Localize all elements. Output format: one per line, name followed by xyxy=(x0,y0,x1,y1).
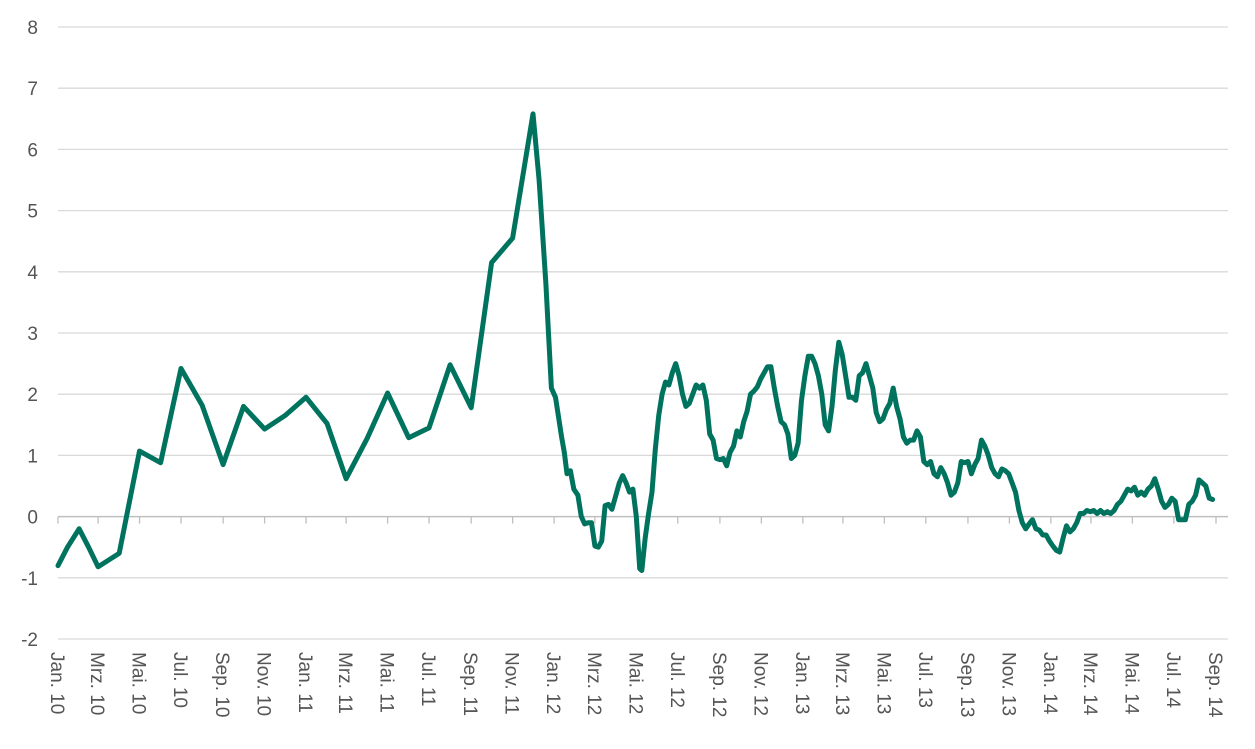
x-tick-label: Sep. 13 xyxy=(956,652,977,718)
x-tick-label: Nov. 12 xyxy=(749,652,770,716)
y-tick-label: 7 xyxy=(27,79,38,100)
x-tick-label: Jan. 13 xyxy=(791,652,812,714)
y-tick-label: 1 xyxy=(27,446,38,467)
x-tick-label: Jul. 10 xyxy=(169,652,190,708)
x-tick-label: Jul. 11 xyxy=(417,652,438,707)
x-tick-label: Mai. 11 xyxy=(376,652,397,713)
x-tick-label: Nov. 13 xyxy=(997,652,1018,716)
y-tick-label: 5 xyxy=(27,202,38,223)
x-tick-label: Jan. 12 xyxy=(542,652,563,714)
x-tick-label: Jul. 13 xyxy=(914,652,935,708)
series-group xyxy=(55,111,1216,573)
x-tick-label: Sep. 14 xyxy=(1204,652,1225,718)
zero-axis xyxy=(57,515,1228,524)
x-tick-label: Sep. 11 xyxy=(459,652,480,716)
gridlines xyxy=(58,26,1228,640)
x-tick-label: Nov. 10 xyxy=(253,652,274,716)
x-tick-label: Mai. 13 xyxy=(872,652,893,714)
y-tick-label: 3 xyxy=(27,324,38,345)
y-tick-label: 6 xyxy=(27,140,38,161)
x-tick-label: Mai. 14 xyxy=(1120,652,1141,715)
x-tick-label: Mrz. 12 xyxy=(583,652,604,715)
x-tick-label: Jan. 14 xyxy=(1039,652,1060,715)
y-tick-label: 2 xyxy=(27,385,38,406)
series-line xyxy=(55,111,1216,573)
y-tick-label: -1 xyxy=(21,569,38,590)
y-axis-ticks: -2 -1 0 1 2 3 4 5 6 7 8 xyxy=(21,18,38,651)
x-tick-label: Mai. 12 xyxy=(624,652,645,714)
x-tick-label: Jul. 12 xyxy=(666,652,687,708)
y-tick-label: 0 xyxy=(27,508,38,529)
x-tick-label: Mai. 10 xyxy=(128,652,149,714)
x-tick-label: Sep. 12 xyxy=(708,652,729,718)
y-tick-label: 8 xyxy=(27,18,38,39)
x-tick-label: Mrz. 10 xyxy=(86,652,107,715)
x-tick-label: Mrz. 14 xyxy=(1079,652,1100,716)
x-tick-label: Mrz. 11 xyxy=(334,652,355,714)
x-tick-label: Mrz. 13 xyxy=(831,652,852,715)
x-tick-label: Jan. 10 xyxy=(46,652,67,714)
x-axis-ticks: Jan. 10 Mrz. 10 Mai. 10 Jul. 10 Sep. 10 Nov. … xyxy=(46,652,1225,718)
y-tick-label: 4 xyxy=(27,263,38,284)
x-tick-label: Sep. 10 xyxy=(211,652,232,718)
x-tick-label: Jan. 11 xyxy=(294,652,315,713)
y-tick-label: -2 xyxy=(21,630,38,651)
x-tick-label: Jul. 14 xyxy=(1162,652,1183,708)
x-tick-label: Nov. 11 xyxy=(501,652,522,715)
